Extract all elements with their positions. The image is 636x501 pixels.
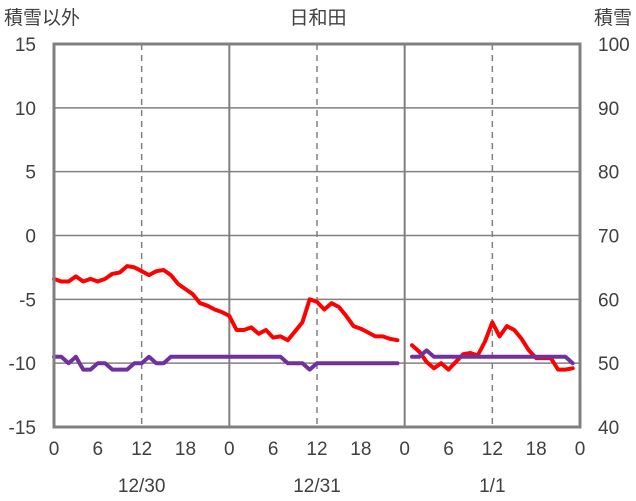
- day-label: 12/30: [118, 476, 166, 497]
- right-axis-label: 積雪: [594, 7, 632, 29]
- x-tick-label: 12: [482, 439, 503, 460]
- series-0-segment-0: [52, 264, 400, 343]
- x-tick-label: 18: [175, 439, 196, 460]
- day-label: 1/1: [479, 476, 505, 497]
- x-tick-label: 18: [526, 439, 547, 460]
- left-tick-label: -5: [19, 290, 36, 311]
- x-tick-label: 18: [350, 439, 371, 460]
- right-tick-label: 60: [598, 290, 619, 311]
- left-tick-label: 5: [25, 163, 36, 184]
- left-tick-label: 10: [15, 99, 36, 120]
- right-tick-label: 90: [598, 99, 619, 120]
- x-tick-label: 12: [131, 439, 152, 460]
- x-tick-label: 12: [306, 439, 327, 460]
- plot-frame: [52, 42, 582, 429]
- right-tick-label: 70: [598, 227, 619, 248]
- series-1-segment-0: [52, 354, 400, 372]
- left-tick-label: -10: [9, 354, 36, 375]
- x-tick-label: 0: [224, 439, 235, 460]
- right-tick-label: 80: [598, 163, 619, 184]
- x-tick-label: 0: [575, 439, 586, 460]
- left-tick-label: -15: [9, 418, 36, 439]
- left-tick-label: 15: [15, 35, 36, 56]
- x-tick-label: 0: [49, 439, 60, 460]
- right-tick-label: 100: [598, 35, 630, 56]
- day-label: 12/31: [293, 476, 341, 497]
- left-tick-label: 0: [25, 227, 36, 248]
- x-tick-label: 6: [93, 439, 104, 460]
- right-tick-label: 40: [598, 418, 619, 439]
- grid-lines: [54, 44, 580, 427]
- chart-title: 日和田: [289, 7, 346, 29]
- x-tick-label: 6: [443, 439, 454, 460]
- right-tick-label: 50: [598, 354, 619, 375]
- series-1-segment-1: [410, 348, 575, 366]
- series-lines: [52, 264, 575, 372]
- x-tick-label: 0: [399, 439, 410, 460]
- x-tick-label: 6: [268, 439, 279, 460]
- left-axis-label: 積雪以外: [4, 7, 80, 29]
